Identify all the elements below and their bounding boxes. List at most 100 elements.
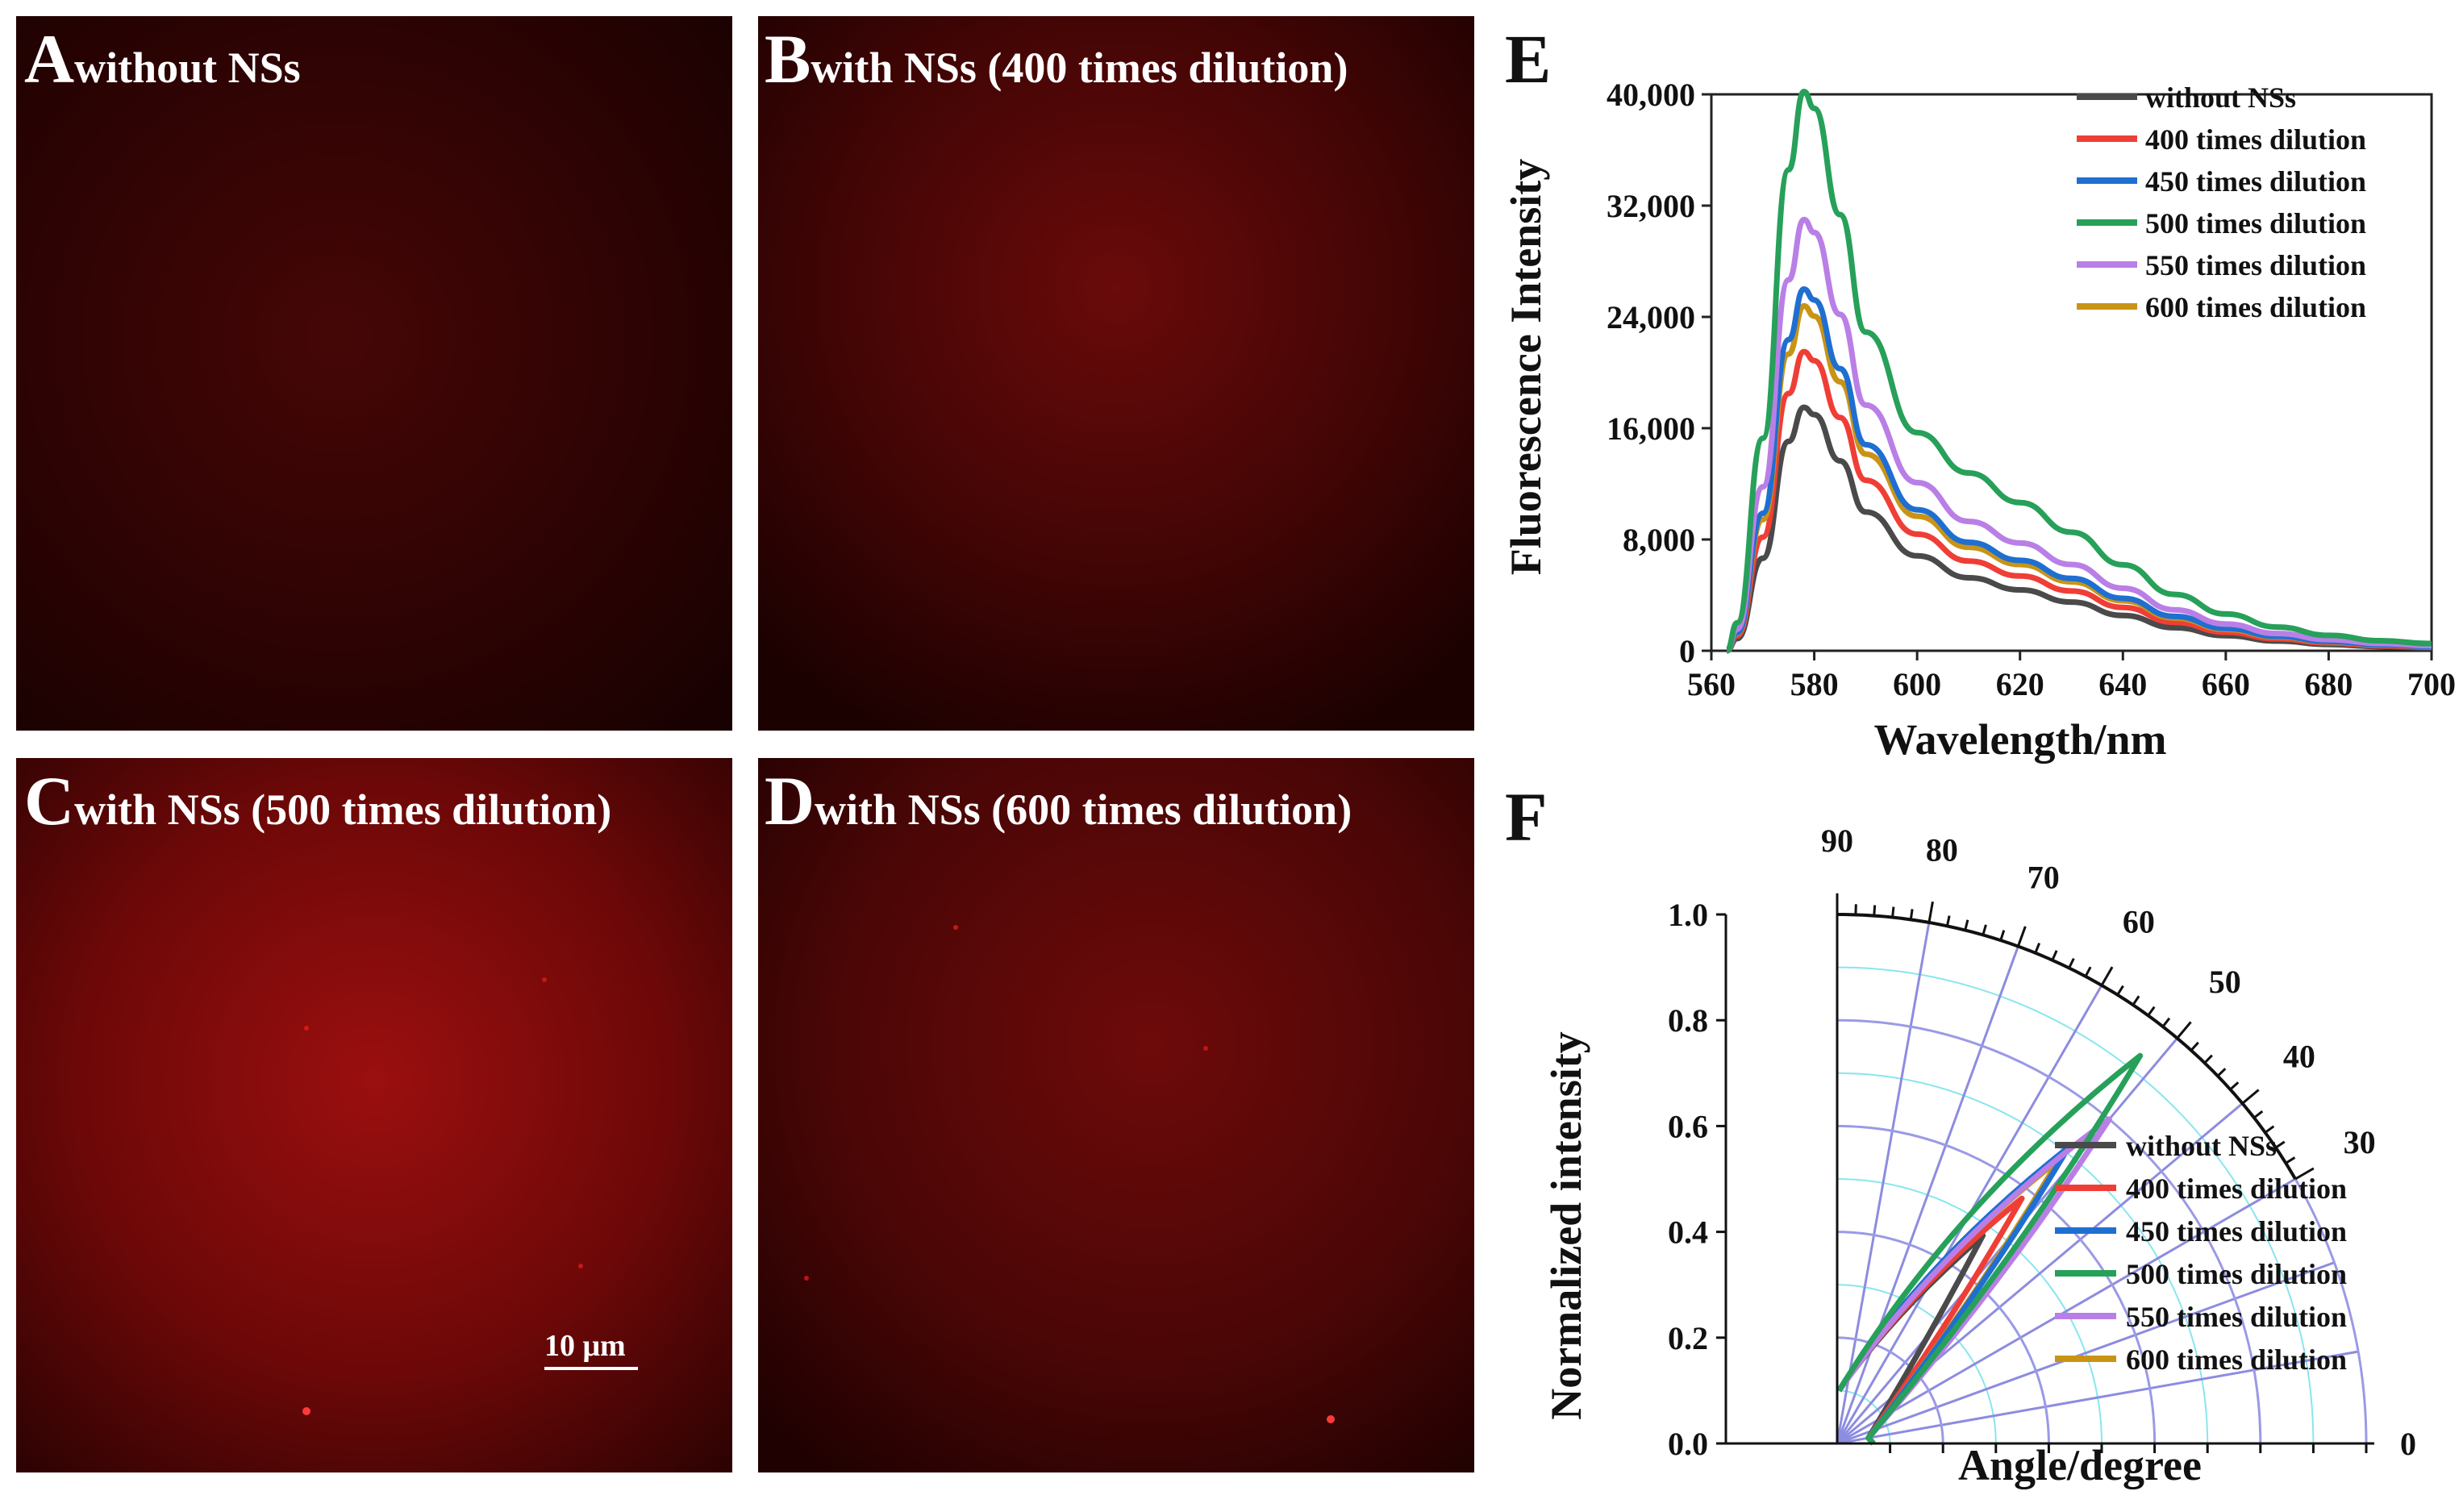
legend-label: 550 times dilution — [2145, 249, 2366, 281]
y-tick-label: 8,000 — [1623, 522, 1695, 558]
angle-tick — [1909, 909, 1914, 920]
angle-tick — [2294, 1167, 2315, 1181]
panel-e-letter: E — [1505, 20, 1552, 98]
legend-label: without NSs — [2145, 81, 2296, 114]
r-tick-label: 1.0 — [1668, 897, 1708, 933]
chart-f-series — [1836, 1052, 2144, 1446]
chart-f-xlabel: Angle/degree — [1958, 1441, 2202, 1489]
angle-tick — [2216, 1068, 2227, 1077]
legend-label: without NSs — [2126, 1130, 2277, 1162]
scale-bar — [544, 1367, 638, 1370]
bright-spot — [1327, 1415, 1335, 1423]
legend-label: 500 times dilution — [2145, 207, 2366, 240]
grid-arc — [1836, 1178, 2103, 1444]
angle-tick — [2132, 995, 2140, 1006]
chart-e-series — [1725, 89, 2432, 654]
micrograph-b: Bwith NSs (400 times dilution) — [758, 16, 1474, 731]
x-tick-label: 640 — [2098, 666, 2147, 702]
series-line — [1726, 404, 2432, 654]
legend-label: 600 times dilution — [2145, 291, 2366, 323]
y-tick-label: 40,000 — [1607, 77, 1695, 113]
panel-b-label: Bwith NSs (400 times dilution) — [765, 24, 1348, 94]
y-tick-label: 32,000 — [1607, 188, 1695, 224]
angle-tick — [1873, 905, 1877, 916]
panel-d-label: Dwith NSs (600 times dilution) — [765, 766, 1352, 835]
angle-tick — [2100, 966, 2114, 986]
angle-tick — [1891, 906, 1895, 918]
x-tick-label: 660 — [2202, 666, 2250, 702]
angle-tick-label: 80 — [1926, 832, 1958, 868]
outer-arc — [1836, 913, 2297, 1181]
angle-tick — [2051, 950, 2058, 961]
angle-tick — [2253, 1110, 2264, 1119]
grid-arc-major — [1836, 1018, 2262, 1444]
angle-tick-label: 40 — [2283, 1038, 2315, 1074]
bright-spot — [578, 1264, 583, 1268]
angle-tick-label: 70 — [2027, 859, 2060, 895]
series-curve — [1836, 1052, 2144, 1446]
micrograph-c-image — [16, 758, 732, 1472]
angle-tick — [1927, 901, 1934, 923]
angle-tick — [1999, 930, 2006, 941]
y-tick-label: 24,000 — [1607, 299, 1695, 335]
angle-tick — [1982, 924, 1987, 935]
micrograph-c: Cwith NSs (500 times dilution) 10 μm — [16, 758, 732, 1472]
r-tick-label: 0.2 — [1668, 1320, 1708, 1356]
grid-arc — [1836, 1072, 2209, 1444]
chart-e-legend: without NSs 400 times dilution 450 times d… — [2077, 81, 2366, 323]
series-line — [1725, 216, 2432, 654]
x-tick-label: 700 — [2407, 666, 2456, 702]
panel-a-label: Awithout NSs — [24, 24, 301, 94]
micrograph-d-image — [758, 758, 1474, 1472]
y-tick-label: 16,000 — [1607, 410, 1695, 447]
grid-spoke — [1836, 922, 1931, 1444]
legend-label: 550 times dilution — [2126, 1301, 2347, 1333]
x-tick-label: 560 — [1687, 666, 1736, 702]
angle-tick-label: 50 — [2209, 964, 2241, 1000]
series-line — [1725, 286, 2432, 654]
panel-d-title: with NSs (600 times dilution) — [815, 785, 1352, 834]
angle-tick — [2016, 926, 2027, 948]
angle-tick — [2161, 1017, 2171, 1027]
angle-tick-label: 30 — [2344, 1124, 2376, 1160]
polar-chart: 30 40 50 60 70 80 90 0 0.0 0.2 0.4 0.6 0.8 1.0 witho… — [1542, 823, 2416, 1489]
x-tick-label: 620 — [1996, 666, 2044, 702]
bright-spot — [302, 1407, 310, 1415]
angle-tick — [2116, 985, 2124, 996]
r-tick-label: 0.6 — [1668, 1108, 1708, 1144]
angle-tick — [2229, 1081, 2240, 1091]
legend-label: 600 times dilution — [2126, 1343, 2347, 1376]
r-tick-label: 0.0 — [1668, 1426, 1708, 1462]
angle-tick — [2264, 1125, 2275, 1134]
legend-label: 500 times dilution — [2126, 1258, 2347, 1290]
angle-tick — [2147, 1006, 2156, 1017]
angle-tick — [1945, 915, 1951, 927]
chart-e-ylabel: Fluorescence Intensity — [1502, 159, 1550, 575]
micrograph-a: Awithout NSs — [16, 16, 732, 731]
angle-tick — [2084, 966, 2092, 977]
r-tick-label: 0.4 — [1668, 1214, 1708, 1251]
chart-e-xlabel: Wavelength/nm — [1873, 715, 2166, 764]
panel-f-letter: F — [1505, 778, 1548, 856]
r-tick-label: 0.8 — [1668, 1002, 1708, 1039]
angle-tick — [2241, 1089, 2260, 1105]
angle-tick — [2275, 1140, 2286, 1149]
bright-spot — [304, 1026, 309, 1031]
angle-tick — [2034, 943, 2041, 954]
angle-tick-label: 60 — [2123, 903, 2155, 939]
grid-spoke — [1836, 946, 2019, 1444]
angle-tick — [2190, 1041, 2199, 1052]
bright-spot — [1203, 1046, 1208, 1051]
legend-label: 450 times dilution — [2126, 1215, 2347, 1248]
angle-tick — [2176, 1021, 2192, 1039]
chart-f-axes: 0.0 0.2 0.4 0.6 0.8 1.0 — [1668, 897, 2374, 1462]
bright-spot — [953, 925, 958, 930]
legend-label: 400 times dilution — [2145, 123, 2366, 156]
legend-label: 450 times dilution — [2145, 165, 2366, 198]
angle-tick — [2203, 1054, 2213, 1064]
chart-f-ylabel: Normalized intensity — [1542, 1031, 1590, 1419]
x-tick-label: 580 — [1790, 666, 1839, 702]
chart-e-frame — [1710, 93, 2433, 652]
micrograph-a-image — [16, 16, 732, 731]
grid-arc — [1836, 966, 2315, 1444]
